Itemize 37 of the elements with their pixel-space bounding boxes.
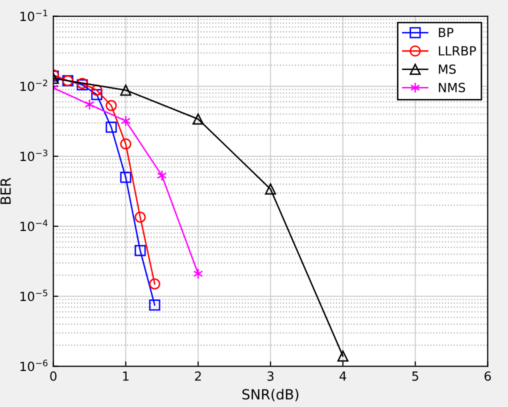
legend-label: LLRBP [438, 46, 476, 56]
point [106, 122, 117, 133]
point [264, 184, 276, 195]
x-tick-label: 0 [50, 371, 56, 381]
legend-label: BP [438, 28, 454, 38]
point [120, 172, 132, 183]
y-tick-label: 10$^{−2}$ [20, 80, 48, 92]
point [149, 278, 160, 290]
point [149, 299, 160, 311]
point [337, 350, 348, 362]
x-tick-label: 2 [195, 371, 201, 381]
y-tick-label: 10$^{−5}$ [20, 290, 48, 302]
y-axis-title: BER [0, 178, 11, 204]
x-tick-label: 4 [340, 372, 346, 381]
point [120, 115, 131, 126]
x-tick-label: 6 [484, 371, 491, 381]
y-tick-label: 10$^{−3}$ [20, 150, 48, 162]
point [157, 170, 167, 182]
point [120, 138, 132, 150]
point [106, 100, 117, 112]
legend-label: NMS [438, 82, 466, 92]
point [84, 98, 94, 110]
x-tick-label: 3 [267, 371, 274, 381]
point [134, 212, 146, 223]
point [91, 89, 102, 100]
y-tick-label: 10$^{−6}$ [20, 360, 48, 372]
legend-label: MS [438, 64, 456, 74]
point [193, 268, 204, 280]
point [120, 84, 132, 96]
x-tick-label: 1 [123, 372, 129, 381]
x-tick-label: 5 [412, 372, 418, 381]
point [91, 84, 102, 96]
y-tick-label: 10$^{−4}$ [20, 220, 48, 232]
x-axis-title: SNR(dB) [242, 388, 298, 402]
point [134, 245, 146, 256]
y-tick-label: 10$^{−1}$ [20, 10, 48, 22]
point [192, 114, 204, 125]
